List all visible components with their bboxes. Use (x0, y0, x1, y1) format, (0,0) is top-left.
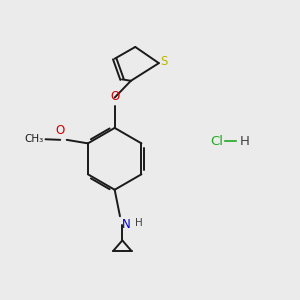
Text: Cl: Cl (211, 135, 224, 148)
Text: O: O (55, 124, 64, 137)
Text: S: S (160, 55, 168, 68)
Text: N: N (122, 218, 131, 231)
Text: H: H (240, 135, 250, 148)
Text: H: H (135, 218, 143, 228)
Text: O: O (110, 91, 119, 103)
Text: CH₃: CH₃ (24, 134, 43, 144)
